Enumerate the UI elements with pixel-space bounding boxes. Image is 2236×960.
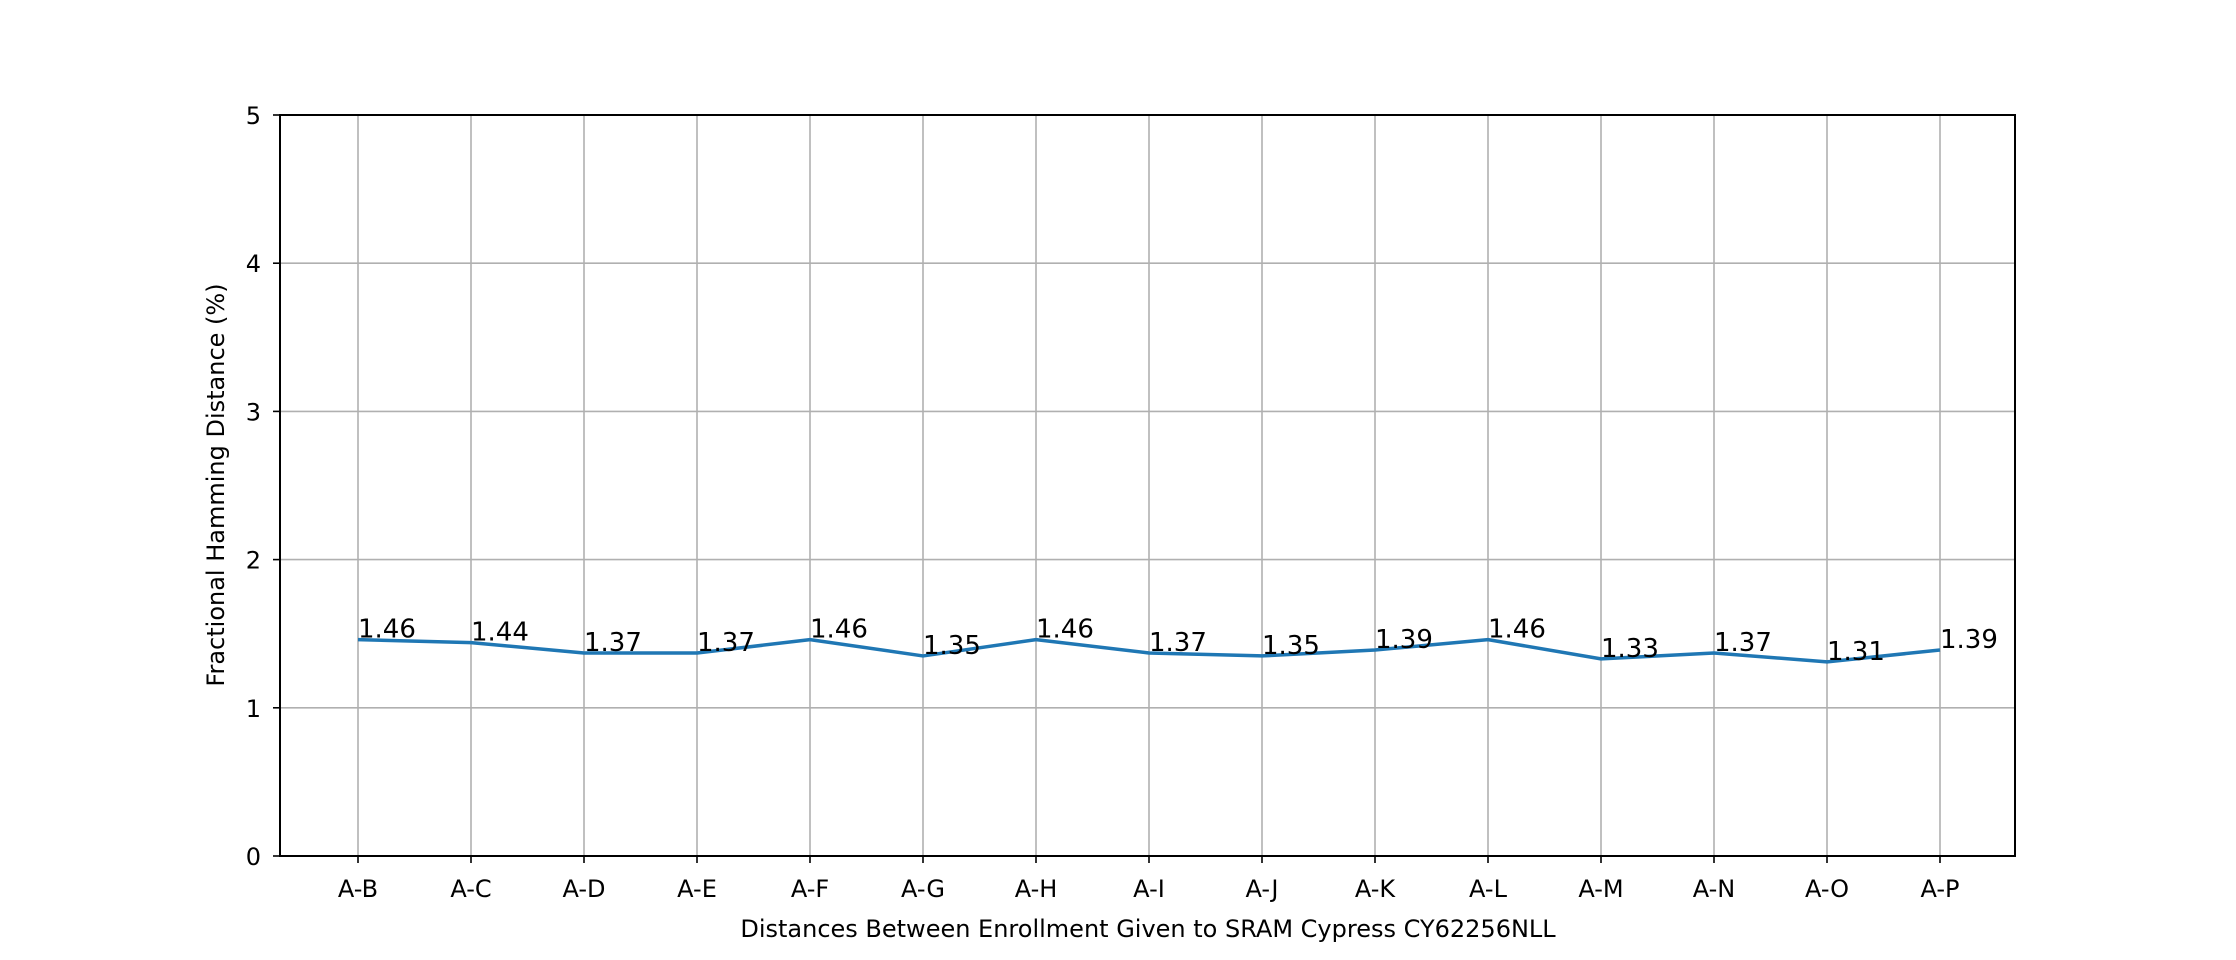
data-label: 1.46 (1488, 615, 1546, 645)
grid-lines (280, 114, 2015, 857)
x-tick-label: A-H (1015, 875, 1058, 903)
y-axis-label: Fractional Hamming Distance (%) (202, 283, 230, 686)
x-tick-label: A-L (1469, 875, 1508, 903)
data-label: 1.39 (1940, 625, 1998, 655)
x-tick-label: A-F (791, 875, 829, 903)
x-tick-label: A-N (1693, 875, 1736, 903)
x-tick-label: A-M (1578, 875, 1623, 903)
data-label: 1.44 (471, 618, 529, 648)
x-tick-label: A-E (677, 875, 717, 903)
x-tick-label: A-G (901, 875, 945, 903)
axis-ticks: A-B A-C A-D A-E A-F A-G A-H A-I A-J A-K A-L A-M A-N A… (246, 102, 1960, 903)
data-label: 1.37 (584, 628, 642, 658)
y-tick-label: 0 (246, 843, 261, 871)
x-tick-label: A-O (1805, 875, 1849, 903)
data-label: 1.46 (810, 615, 868, 645)
data-label: 1.35 (923, 631, 981, 661)
data-label: 1.39 (1375, 625, 1433, 655)
plot-frame (279, 114, 2016, 857)
data-label: 1.37 (1714, 628, 1772, 658)
y-tick-label: 1 (246, 695, 261, 723)
series-lines (357, 637, 1941, 664)
x-tick-label: A-P (1920, 875, 1959, 903)
data-label: 1.37 (1149, 628, 1207, 658)
x-tick-label: A-C (450, 875, 491, 903)
x-tick-label: A-J (1246, 875, 1279, 903)
y-tick-label: 3 (246, 398, 261, 426)
y-tick-label: 4 (246, 250, 261, 278)
data-label: 1.46 (358, 615, 416, 645)
data-label: 1.35 (1262, 631, 1320, 661)
data-label: 1.31 (1827, 637, 1885, 667)
y-tick-label: 5 (246, 102, 261, 130)
data-label: 1.33 (1601, 634, 1659, 664)
data-labels: 1.46 1.44 1.37 1.37 1.46 1.35 1.46 1.37 1.35 1.39… (358, 615, 1998, 667)
data-label: 1.46 (1036, 615, 1094, 645)
x-tick-label: A-I (1133, 875, 1165, 903)
x-axis-label: Distances Between Enrollment Given to SR… (740, 915, 1556, 943)
data-label: 1.37 (697, 628, 755, 658)
x-tick-label: A-D (562, 875, 605, 903)
x-tick-label: A-K (1355, 875, 1397, 903)
series-line (357, 637, 1941, 664)
y-tick-label: 2 (246, 547, 261, 575)
x-tick-label: A-B (338, 875, 378, 903)
